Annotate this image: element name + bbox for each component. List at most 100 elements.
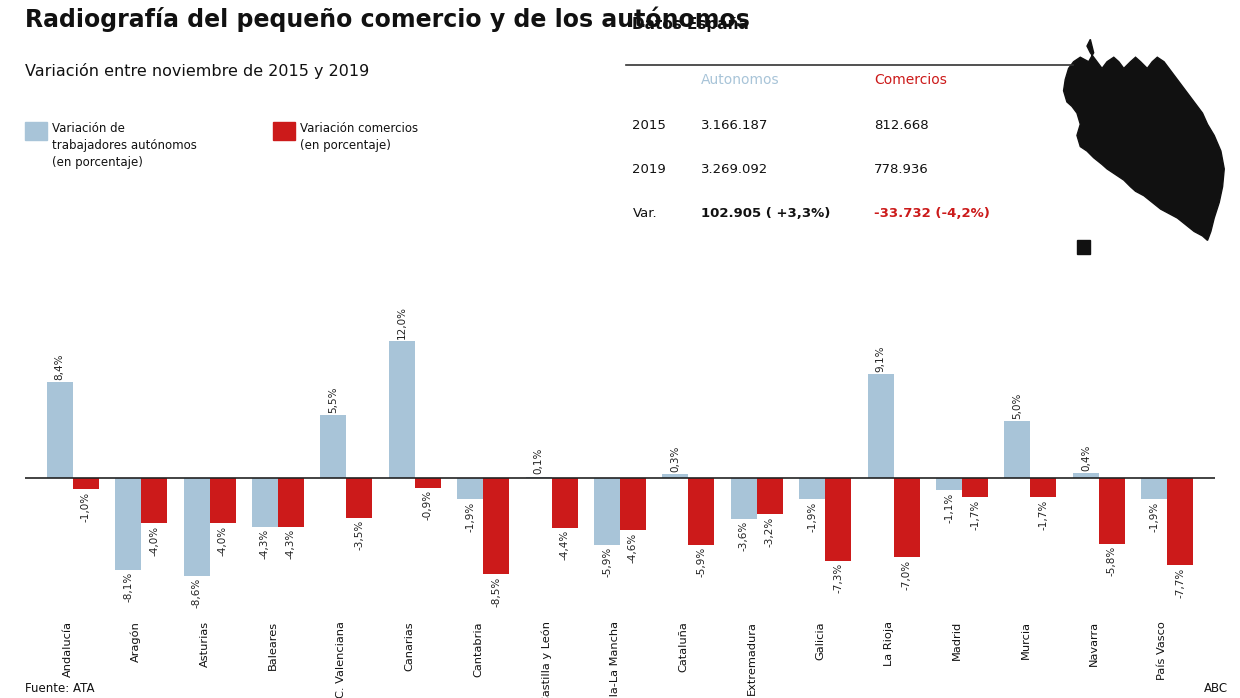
Bar xyxy=(47,383,73,477)
Text: -33.732 (-4,2%): -33.732 (-4,2%) xyxy=(874,207,990,221)
Text: -8,5%: -8,5% xyxy=(491,577,501,607)
Bar xyxy=(458,477,484,499)
Text: -1,9%: -1,9% xyxy=(807,502,817,532)
Bar xyxy=(1073,473,1099,477)
Text: Asturias: Asturias xyxy=(200,621,210,667)
Text: 5,5%: 5,5% xyxy=(329,387,339,413)
Text: 9,1%: 9,1% xyxy=(875,346,885,372)
Text: -3,6%: -3,6% xyxy=(739,521,749,551)
Text: Radiografía del pequeño comercio y de los autónomos: Radiografía del pequeño comercio y de lo… xyxy=(25,7,750,33)
Bar xyxy=(800,477,826,499)
Text: 102.905 ( +3,3%): 102.905 ( +3,3%) xyxy=(701,207,830,221)
Text: C. Valenciana: C. Valenciana xyxy=(336,621,346,698)
Text: -1,9%: -1,9% xyxy=(1149,502,1159,532)
Text: -5,9%: -5,9% xyxy=(601,547,613,577)
Bar xyxy=(662,475,688,477)
Text: -8,6%: -8,6% xyxy=(191,578,202,608)
Text: -1,9%: -1,9% xyxy=(465,502,475,532)
Text: -4,0%: -4,0% xyxy=(217,526,227,556)
Text: -3,2%: -3,2% xyxy=(765,517,775,547)
Bar xyxy=(1099,477,1125,544)
Bar xyxy=(620,477,646,530)
Bar xyxy=(962,477,988,497)
Bar xyxy=(594,477,620,545)
Text: 0,1%: 0,1% xyxy=(533,448,543,475)
Text: 0,3%: 0,3% xyxy=(671,446,681,472)
Bar xyxy=(756,477,782,514)
Text: -7,0%: -7,0% xyxy=(901,560,911,590)
Text: Autonomos: Autonomos xyxy=(701,73,779,87)
Bar xyxy=(115,477,141,570)
Text: -1,7%: -1,7% xyxy=(970,499,980,530)
Text: Canarias: Canarias xyxy=(404,621,414,671)
Text: 3.166.187: 3.166.187 xyxy=(701,119,768,132)
Text: Galicia: Galicia xyxy=(815,621,826,660)
Bar xyxy=(894,477,920,558)
Text: Cataluña: Cataluña xyxy=(678,621,688,672)
Bar xyxy=(936,477,962,490)
Text: -4,3%: -4,3% xyxy=(286,529,296,559)
Text: Castilla-La Mancha: Castilla-La Mancha xyxy=(610,621,620,698)
Text: Baleares: Baleares xyxy=(268,621,278,670)
Text: 0,4%: 0,4% xyxy=(1081,445,1091,471)
Text: Datos España: Datos España xyxy=(632,17,749,32)
Text: -7,3%: -7,3% xyxy=(833,563,843,593)
Text: 2019: 2019 xyxy=(632,163,666,176)
Bar xyxy=(73,477,99,489)
Text: La Rioja: La Rioja xyxy=(884,621,894,666)
Bar xyxy=(389,341,414,477)
Text: 812.668: 812.668 xyxy=(874,119,929,132)
Text: Var.: Var. xyxy=(632,207,657,221)
Text: Extremadura: Extremadura xyxy=(746,621,756,695)
Text: País Vasco: País Vasco xyxy=(1157,621,1167,680)
Bar xyxy=(252,477,278,527)
Bar xyxy=(1167,477,1193,565)
Text: Castilla y León: Castilla y León xyxy=(541,621,552,698)
Bar xyxy=(1141,477,1167,499)
Text: -4,0%: -4,0% xyxy=(149,526,159,556)
Text: -5,8%: -5,8% xyxy=(1107,546,1117,577)
Text: Comercios: Comercios xyxy=(874,73,947,87)
Bar xyxy=(688,477,714,545)
Text: Variación comercios
(en porcentaje): Variación comercios (en porcentaje) xyxy=(300,122,418,152)
Text: ABC: ABC xyxy=(1204,681,1228,695)
Text: -7,7%: -7,7% xyxy=(1176,567,1185,598)
Bar xyxy=(278,477,304,527)
Text: -1,0%: -1,0% xyxy=(81,491,91,521)
Bar xyxy=(414,477,440,488)
Bar xyxy=(346,477,372,517)
Polygon shape xyxy=(1076,240,1090,254)
Text: Variación entre noviembre de 2015 y 2019: Variación entre noviembre de 2015 y 2019 xyxy=(25,63,370,79)
Bar xyxy=(826,477,851,560)
Bar xyxy=(1004,421,1030,477)
Text: 3.269.092: 3.269.092 xyxy=(701,163,768,176)
Text: 2015: 2015 xyxy=(632,119,666,132)
Text: Variación de
trabajadores autónomos
(en porcentaje): Variación de trabajadores autónomos (en … xyxy=(52,122,197,169)
Text: Murcia: Murcia xyxy=(1021,621,1030,659)
Text: Navarra: Navarra xyxy=(1089,621,1099,667)
Bar xyxy=(484,477,510,574)
Text: 12,0%: 12,0% xyxy=(397,306,407,339)
Bar xyxy=(1030,477,1056,497)
Text: Andalucía: Andalucía xyxy=(63,621,73,677)
Text: Madrid: Madrid xyxy=(952,621,962,660)
Polygon shape xyxy=(1064,39,1224,240)
Text: -3,5%: -3,5% xyxy=(355,520,365,550)
Text: -0,9%: -0,9% xyxy=(423,490,433,521)
Bar xyxy=(184,477,210,576)
Text: -1,1%: -1,1% xyxy=(944,493,954,523)
Text: Cantabria: Cantabria xyxy=(474,621,484,677)
Text: Aragón: Aragón xyxy=(130,621,141,662)
Bar xyxy=(141,477,167,524)
Bar xyxy=(320,415,346,477)
Text: -8,1%: -8,1% xyxy=(123,572,133,602)
Text: -5,9%: -5,9% xyxy=(697,547,707,577)
Text: -1,7%: -1,7% xyxy=(1038,499,1049,530)
Text: 778.936: 778.936 xyxy=(874,163,929,176)
Text: 5,0%: 5,0% xyxy=(1013,392,1023,419)
Text: 8,4%: 8,4% xyxy=(55,353,64,380)
Bar xyxy=(210,477,236,524)
Text: Fuente: ATA: Fuente: ATA xyxy=(25,681,94,695)
Bar xyxy=(868,374,894,477)
Bar xyxy=(730,477,756,519)
